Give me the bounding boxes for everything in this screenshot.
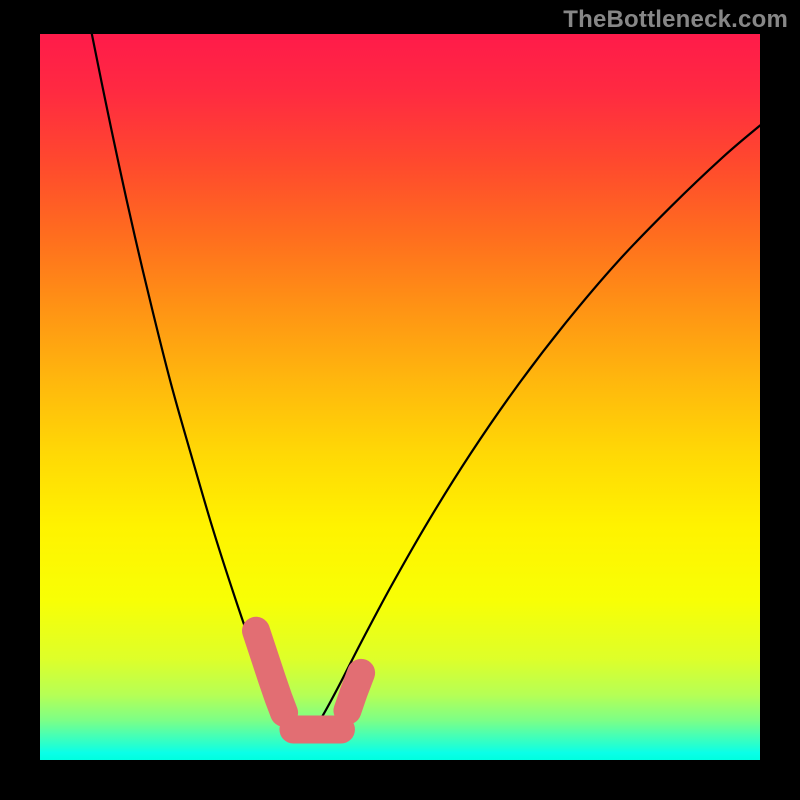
watermark-text: TheBottleneck.com (563, 6, 788, 34)
chart-container: TheBottleneck.com (0, 0, 800, 800)
bottleneck-chart-svg (0, 0, 800, 800)
marker-strip-right (347, 673, 361, 711)
plot-gradient-area (40, 34, 760, 760)
